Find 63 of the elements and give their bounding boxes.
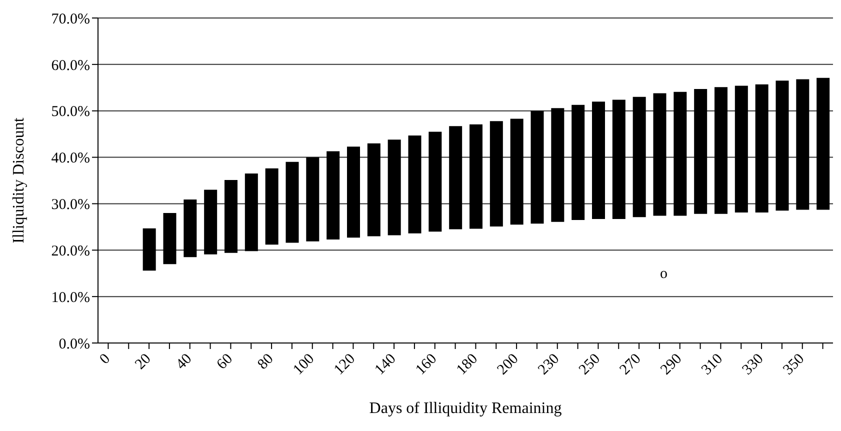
bar <box>490 121 503 226</box>
bar <box>367 143 380 236</box>
x-tick-label: 140 <box>372 350 400 378</box>
bar <box>776 80 789 211</box>
bar <box>428 132 442 232</box>
x-axis-title: Days of Illiquidity Remaining <box>369 400 562 417</box>
x-tick-label: 270 <box>617 350 644 378</box>
bar <box>449 126 462 230</box>
bar <box>408 135 422 234</box>
y-tick-label: 30.0% <box>51 197 90 214</box>
bar <box>510 118 524 225</box>
x-tick-label: 330 <box>740 350 767 378</box>
y-axis-title: Illiquidity Discount <box>10 117 28 244</box>
y-tick-label: 70.0% <box>51 11 90 28</box>
bar <box>244 174 258 252</box>
bar <box>796 79 810 210</box>
bar <box>653 93 666 216</box>
bar <box>286 162 299 243</box>
bar <box>612 100 626 220</box>
y-tick-label: 40.0% <box>51 150 90 167</box>
x-tick-label: 200 <box>494 350 522 378</box>
y-tick-label: 10.0% <box>51 290 90 306</box>
x-tick-label: 310 <box>698 350 726 378</box>
x-tick-label: 120 <box>331 350 358 378</box>
y-tick-label: 20.0% <box>51 243 90 260</box>
y-tick-label: 60.0% <box>51 58 90 74</box>
x-tick-label: 180 <box>454 350 481 378</box>
x-tick-label: 20 <box>132 350 154 373</box>
x-tick-label: 290 <box>658 350 686 378</box>
bar <box>734 86 748 213</box>
bar <box>572 104 585 220</box>
bar <box>674 92 687 216</box>
bar <box>755 84 768 213</box>
x-tick-label: 80 <box>254 350 277 373</box>
bar <box>388 140 401 236</box>
annotation: o <box>660 266 668 282</box>
x-tick-label: 350 <box>780 350 808 378</box>
x-tick-label: 160 <box>412 350 440 378</box>
bar <box>530 110 544 224</box>
bar <box>204 190 218 254</box>
bar <box>816 78 830 210</box>
bar <box>632 96 646 218</box>
x-tick-label: 60 <box>214 350 236 373</box>
bar <box>470 124 482 229</box>
bar <box>714 87 728 214</box>
bar <box>326 151 340 240</box>
bar <box>163 213 176 264</box>
bar <box>265 168 278 245</box>
bar <box>306 157 320 242</box>
bar <box>694 89 708 214</box>
bar <box>551 108 564 222</box>
bar <box>142 228 156 271</box>
x-tick-label: 250 <box>576 350 604 378</box>
x-tick-label: 100 <box>290 350 318 378</box>
bar <box>592 102 605 220</box>
y-tick-label: 50.0% <box>51 104 90 120</box>
bar <box>184 200 197 258</box>
y-tick-label: 0.0% <box>58 336 90 352</box>
x-tick-label: 230 <box>535 350 563 378</box>
bar <box>347 146 360 238</box>
x-tick-label: 0 <box>96 350 114 368</box>
x-tick-label: 40 <box>173 350 196 373</box>
bar <box>224 180 238 253</box>
